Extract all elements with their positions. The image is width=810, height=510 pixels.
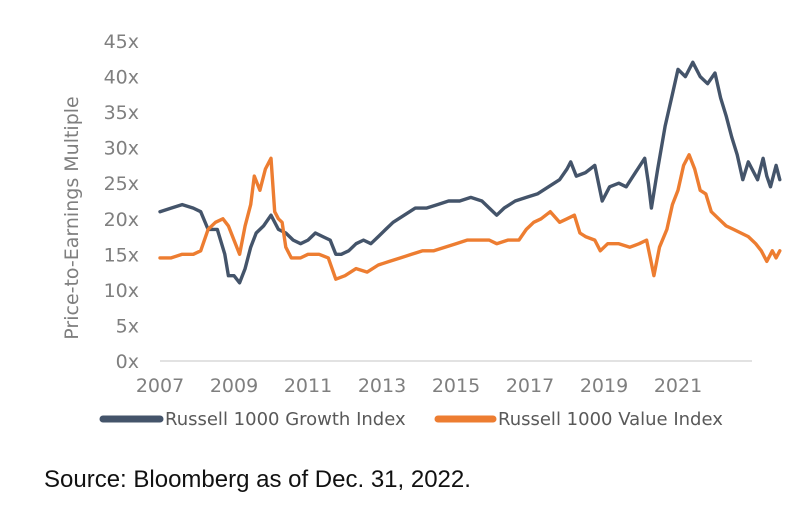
source-note: Source: Bloomberg as of Dec. 31, 2022.	[44, 466, 471, 493]
x-tick-label: 2009	[210, 375, 258, 397]
x-tick-label: 2013	[358, 375, 406, 397]
y-axis-title-group: Price-to-Earnings Multiple	[61, 96, 83, 339]
series-line-value	[158, 153, 782, 281]
y-axis-title: Price-to-Earnings Multiple	[61, 96, 83, 339]
y-tick-label: 5x	[116, 315, 139, 337]
x-tick-label: 2011	[284, 375, 332, 397]
y-tick-label: 40x	[104, 67, 139, 89]
y-axis-ticks: 0x 5x 10x 15x 20x 25x 30x 35x 40x 45x	[104, 31, 139, 373]
y-tick-label: 30x	[104, 138, 139, 160]
y-tick-label: 45x	[104, 31, 139, 53]
x-tick-label: 2015	[432, 375, 480, 397]
y-tick-label: 35x	[104, 102, 139, 124]
pe-line-chart: Price-to-Earnings Multiple 0x 5x 10x 15x 20x…	[61, 31, 782, 430]
x-tick-label: 2007	[136, 375, 184, 397]
legend-label: Russell 1000 Growth Index	[165, 409, 406, 430]
y-tick-label: 25x	[104, 173, 139, 195]
series-lines	[158, 60, 782, 285]
y-tick-label: 20x	[104, 209, 139, 231]
x-tick-label: 2019	[580, 375, 628, 397]
y-tick-label: 0x	[116, 351, 139, 373]
y-tick-label: 10x	[104, 280, 139, 302]
x-axis-ticks: 2007 2009 2011 2013 2015 2017 2019 2021	[136, 375, 702, 397]
x-tick-label: 2021	[654, 375, 702, 397]
legend-label: Russell 1000 Value Index	[498, 409, 723, 430]
series-line-growth	[158, 60, 782, 285]
x-tick-label: 2017	[506, 375, 554, 397]
legend: Russell 1000 Growth Index Russell 1000 Va…	[99, 409, 723, 430]
y-tick-label: 15x	[104, 244, 139, 266]
